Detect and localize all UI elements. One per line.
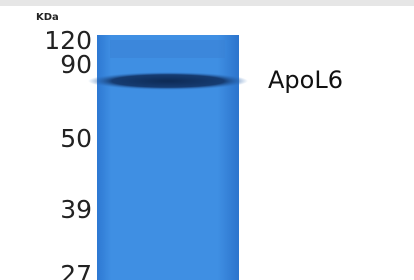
lane-smear bbox=[110, 40, 225, 58]
marker-label: 90 bbox=[60, 50, 92, 79]
band-label: ApoL6 bbox=[268, 66, 343, 94]
top-strip bbox=[0, 0, 414, 6]
marker-label: 39 bbox=[60, 195, 92, 224]
western-blot: KDa 120 90 50 39 27 ApoL6 bbox=[0, 0, 414, 280]
unit-label: KDa bbox=[36, 12, 59, 23]
marker-label: 50 bbox=[60, 124, 92, 153]
gel-lane bbox=[97, 35, 239, 280]
protein-band bbox=[88, 72, 248, 90]
marker-label: 27 bbox=[60, 260, 92, 280]
